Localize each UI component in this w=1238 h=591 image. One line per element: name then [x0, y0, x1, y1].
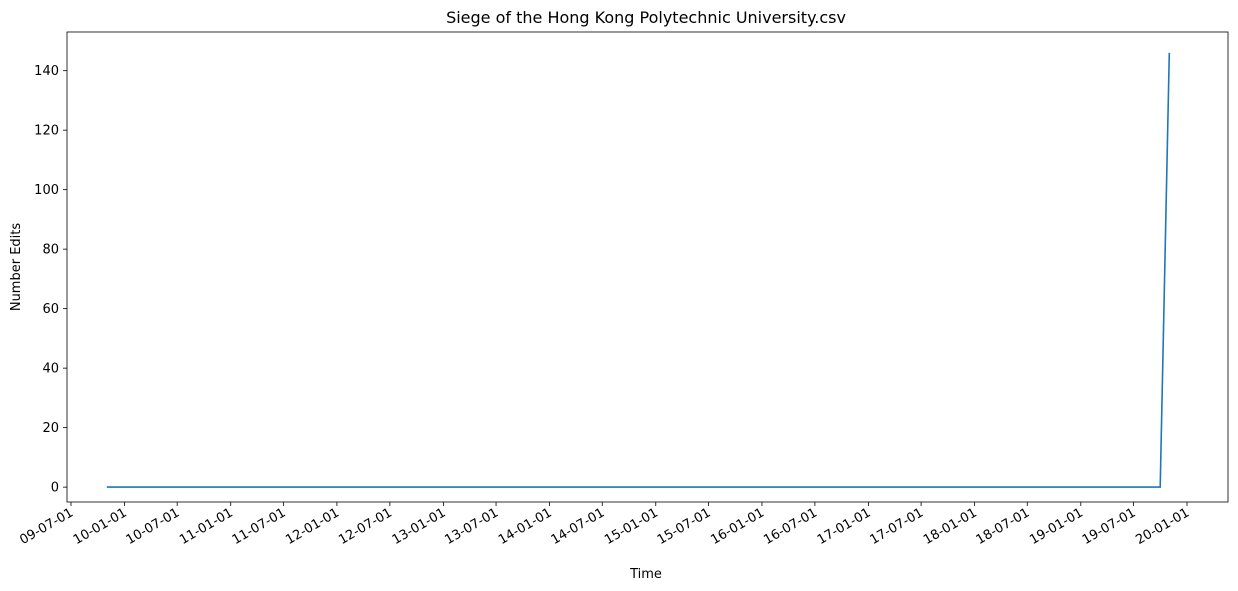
x-tick-label: 17-01-01 — [815, 505, 874, 547]
x-tick-label: 09-07-01 — [17, 505, 76, 547]
x-tick-label: 13-07-01 — [442, 505, 501, 547]
x-tick-label: 18-01-01 — [921, 505, 980, 547]
x-tick-label: 19-07-01 — [1080, 505, 1139, 547]
x-tick-label: 13-01-01 — [390, 505, 449, 547]
x-tick-label: 15-01-01 — [602, 505, 661, 547]
x-tick-label: 10-01-01 — [71, 505, 130, 547]
x-tick-label: 15-07-01 — [655, 505, 714, 547]
y-tick-label: 100 — [34, 183, 59, 198]
x-tick-label: 17-07-01 — [867, 505, 926, 547]
x-tick-label: 18-07-01 — [974, 505, 1033, 547]
plot-area — [66, 31, 1229, 503]
y-tick-label: 60 — [42, 302, 59, 317]
x-tick-label: 16-01-01 — [708, 505, 767, 547]
y-tick-label: 0 — [51, 481, 59, 496]
y-tick-label: 80 — [42, 243, 59, 258]
x-axis-label: Time — [629, 567, 662, 582]
y-axis: 0 20 40 60 80 100 120 140 — [34, 64, 67, 496]
x-tick-label: 10-07-01 — [124, 505, 183, 547]
x-tick-label: 14-07-01 — [549, 505, 608, 547]
y-tick-label: 120 — [34, 124, 59, 139]
x-tick-label: 16-07-01 — [761, 505, 820, 547]
x-tick-label: 19-01-01 — [1027, 505, 1086, 547]
x-tick-label: 14-01-01 — [496, 505, 555, 547]
x-tick-label: 20-01-01 — [1133, 505, 1192, 547]
x-tick-label: 12-07-01 — [336, 505, 395, 547]
x-tick-label: 12-01-01 — [283, 505, 342, 547]
y-tick-label: 40 — [42, 362, 59, 377]
chart-title: Siege of the Hong Kong Polytechnic Unive… — [446, 8, 846, 27]
x-tick-label: 11-01-01 — [177, 505, 236, 547]
y-tick-label: 140 — [34, 64, 59, 79]
plot-frame — [66, 31, 1229, 503]
y-axis-label: Number Edits — [9, 223, 24, 312]
x-tick-label: 11-07-01 — [230, 505, 289, 547]
y-tick-label: 20 — [42, 421, 59, 436]
x-axis: 09-07-0110-01-0110-07-0111-01-0111-07-01… — [17, 502, 1192, 548]
series-line — [106, 52, 1171, 488]
